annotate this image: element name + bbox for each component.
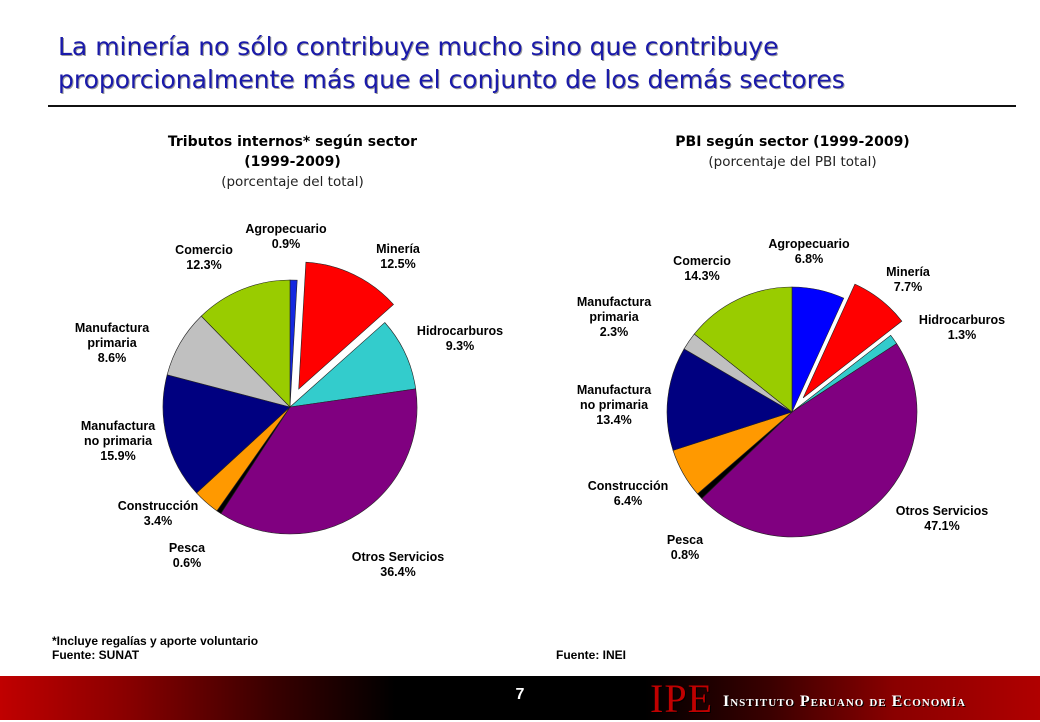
pie-1-label-mineria: Minería 12.5%: [376, 242, 421, 271]
pie-1-label-manufactura-primaria: Manufactura primaria 8.6%: [75, 321, 150, 365]
pie-2-label-agropecuario: Agropecuario 6.8%: [768, 237, 850, 266]
pie-2-slice-mineria: [802, 283, 903, 399]
chart-2-header: PBI según sector (1999-2009) (porcentaje…: [640, 132, 945, 172]
pie-1-slice-manufactura-no-primaria: [162, 374, 291, 494]
pie-2-label-manufactura-primaria: Manufactura primaria 2.3%: [577, 295, 652, 339]
chart-1-title-line-2: (1999-2009): [244, 154, 341, 170]
chart-2-title: PBI según sector (1999-2009): [675, 134, 910, 150]
chart-1-source: Fuente: SUNAT: [52, 648, 140, 662]
slide-title-line-2: proporcionalmente más que el conjunto de…: [58, 65, 845, 94]
pie-1-slice-mineria: [298, 261, 394, 390]
pie-1-label-otros-servicios: Otros Servicios 36.4%: [352, 550, 444, 579]
pie-2-label-hidrocarburos: Hidrocarburos 1.3%: [919, 313, 1005, 342]
logo-institute-name: Instituto Peruano de Economía: [723, 693, 966, 710]
pie-2-label-manufactura-no-primaria: Manufactura no primaria 13.4%: [577, 383, 652, 427]
page-number: 7: [515, 686, 525, 703]
pie-1-slice-otros-servicios: [220, 388, 418, 535]
logo-abbreviation: IPE: [650, 675, 713, 721]
footer-bar: [0, 676, 1040, 720]
pie-1-label-manufactura-no-primaria: Manufactura no primaria 15.9%: [81, 419, 156, 463]
slide-title: La minería no sólo contribuye mucho sino…: [58, 30, 1018, 96]
pie-2-slice-otros-servicios: [701, 343, 918, 538]
ipe-logo: IPE Instituto Peruano de Economía: [650, 675, 966, 721]
pie-2-slice-comercio: [693, 286, 793, 413]
pie-2-label-mineria: Minería 7.7%: [886, 265, 931, 294]
pie-1-label-agropecuario: Agropecuario 0.9%: [245, 222, 327, 251]
chart-2-source: Fuente: INEI: [556, 648, 627, 662]
pie-2-label-construccion: Construcción 6.4%: [588, 479, 669, 508]
slide-title-line-1: La minería no sólo contribuye mucho sino…: [58, 32, 779, 61]
pie-1-label-hidrocarburos: Hidrocarburos 9.3%: [417, 324, 503, 353]
pie-1-label-pesca: Pesca 0.6%: [169, 541, 206, 570]
pie-chart-1: Agropecuario 0.9% Minería 12.5% Hidrocarburo…: [75, 222, 503, 579]
chart-1-title-line-1: Tributos internos* según sector: [167, 134, 418, 150]
pie-1-slice-agropecuario: [289, 279, 298, 408]
pie-chart-2: Agropecuario 6.8% Minería 7.7% Hidrocarburos…: [577, 237, 1005, 562]
pie-2-label-comercio: Comercio 14.3%: [673, 254, 731, 283]
pie-2-label-pesca: Pesca 0.8%: [667, 533, 704, 562]
pie-1-slice-comercio: [200, 279, 291, 408]
pie-2-slice-manufactura-no-primaria: [666, 348, 793, 451]
chart-2-subtitle: (porcentaje del PBI total): [708, 154, 877, 170]
chart-1-header: Tributos internos* según sector (1999-20…: [140, 132, 445, 192]
chart-1-subtitle: (porcentaje del total): [221, 174, 364, 190]
pie-2-label-otros-servicios: Otros Servicios 47.1%: [896, 504, 988, 533]
pie-1-label-comercio: Comercio 12.3%: [175, 243, 233, 272]
chart-1-footnote: *Incluye regalías y aporte voluntario: [52, 634, 259, 648]
pie-1-label-construccion: Construcción 3.4%: [118, 499, 199, 528]
title-divider: [48, 105, 1016, 107]
